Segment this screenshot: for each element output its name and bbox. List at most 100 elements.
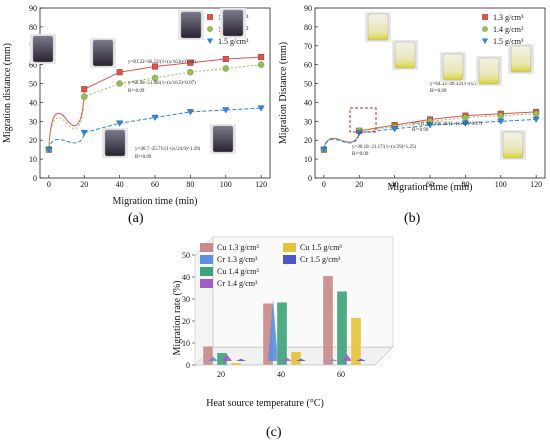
bar-2-0 <box>322 275 334 366</box>
data-point <box>151 63 158 70</box>
bar-2-2 <box>336 291 348 366</box>
data-point <box>81 86 88 93</box>
fit-equation: y=40.7−25.71/(1+(x/24.9)^1.29) <box>135 147 201 152</box>
legend-swatch <box>200 243 213 252</box>
x-tick-label: 20 <box>217 370 225 379</box>
bar-0-1 <box>208 356 218 361</box>
legend-marker <box>482 26 488 32</box>
legend-marker <box>207 14 213 20</box>
legend-marker <box>482 14 488 20</box>
y-tick-label: 90 <box>304 4 312 13</box>
y-tick-label: 0 <box>186 361 190 370</box>
x-tick-label: 0 <box>47 180 51 189</box>
y-tick-label: 0 <box>33 174 37 183</box>
data-point <box>151 74 159 82</box>
bar-2-4 <box>350 317 362 366</box>
data-point <box>462 114 469 121</box>
legend-swatch <box>200 279 213 288</box>
x-tick-label: 20 <box>80 180 88 189</box>
fit-equation: R²=0.99 <box>352 151 369 157</box>
legend-label: Cr 1.4 g/cm³ <box>217 279 258 288</box>
fit-equation: R²=0.99 <box>430 88 447 94</box>
beaker-photo <box>367 13 389 41</box>
bar-1-2 <box>276 302 288 366</box>
y-tick-label: 20 <box>29 136 37 145</box>
x-axis-label-c: Heat source temperature (°C) <box>206 398 324 409</box>
bar-0-5 <box>236 358 246 361</box>
data-point <box>187 69 194 76</box>
beaker-photo <box>394 41 416 69</box>
chart-panel-b: 0 20 40 60 80 100 120 0 10 20 30 40 50 60 70 80 90 1.3 g… <box>278 4 546 226</box>
y-tick-label: 30 <box>182 295 190 304</box>
data-point <box>187 59 194 66</box>
legend-marker <box>481 38 489 44</box>
legend-label: 1.5 g/cm³ <box>493 37 524 46</box>
data-point <box>258 54 265 61</box>
fit-equation: y=66.98−51.98/(1+(x/16.5)^0.97) <box>128 81 196 86</box>
x-axis-label-b: Migration time (min) <box>388 182 473 193</box>
y-tick-label: 50 <box>304 80 312 89</box>
y-tick-label: 40 <box>29 98 37 107</box>
data-point <box>45 146 53 154</box>
data-point <box>151 114 159 121</box>
beaker-photo <box>92 39 114 67</box>
data-point <box>532 116 540 123</box>
fit-equation: R²=0.99 <box>135 154 152 160</box>
legend-label: 1.5 g/cm³ <box>218 37 249 46</box>
data-point <box>222 107 230 114</box>
legend-label: Cu 1.3 g/cm³ <box>217 243 259 252</box>
data-point <box>80 129 88 137</box>
legend-swatch <box>283 255 296 264</box>
fit-equation: y=81.22−66.22/(1+(x/16.6)^0.58) <box>128 60 196 65</box>
legend-label: 1.3 g/cm³ <box>493 13 524 22</box>
data-point <box>497 118 505 125</box>
data-point <box>426 122 434 129</box>
bar-1-5 <box>296 358 306 361</box>
beaker-photo <box>442 53 464 81</box>
chart-panel-c: 0 10 20 30 40 50 20 40 60 Cu 1.3 g/cm³ Cr 1.3 g/cm… <box>172 236 394 440</box>
x-tick-label: 80 <box>461 180 469 189</box>
panel-label-c: (c) <box>266 425 282 440</box>
x-tick-label: 60 <box>337 370 345 379</box>
y-tick-label: 40 <box>304 98 312 107</box>
y-axis-label-b: Migration Distance (mm) <box>278 42 289 144</box>
beaker-photo <box>510 45 532 73</box>
x-axis-label-a: Migration time (min) <box>113 196 198 207</box>
y-tick-label: 30 <box>29 117 37 126</box>
y-tick-label: 70 <box>304 42 312 51</box>
x-tick-label: 40 <box>116 180 124 189</box>
data-point <box>532 110 540 117</box>
x-tick-label: 40 <box>277 370 285 379</box>
legend-swatch <box>200 267 213 276</box>
legend-swatch <box>283 243 296 252</box>
legend-label: Cr 1.3 g/cm³ <box>217 255 258 264</box>
y-tick-label: 30 <box>304 117 312 126</box>
x-tick-label: 0 <box>322 180 326 189</box>
bar-0-4 <box>230 362 242 366</box>
x-tick-label: 100 <box>220 180 232 189</box>
data-point <box>81 93 88 100</box>
legend-label: Cu 1.5 g/cm³ <box>300 243 342 252</box>
bar-2-3 <box>342 354 352 361</box>
data-point <box>222 56 229 63</box>
y-tick-label: 50 <box>29 80 37 89</box>
fit-equation: y=36.18−21.17/(1+(x/29)^1.25) <box>352 145 416 150</box>
y-tick-label: 10 <box>182 339 190 348</box>
panel-label-b: (b) <box>404 211 421 226</box>
back-wall <box>212 236 394 348</box>
beaker-photo <box>222 9 244 37</box>
legend-swatch <box>200 255 213 264</box>
panel-label-a: (a) <box>128 211 144 226</box>
y-tick-label: 60 <box>304 61 312 70</box>
y-tick-label: 90 <box>29 4 37 13</box>
data-point <box>320 146 328 154</box>
x-tick-label: 60 <box>151 180 159 189</box>
y-tick-label: 80 <box>29 23 37 32</box>
fit-equation: R²=0.99 <box>128 88 145 94</box>
y-tick-label: 80 <box>304 23 312 32</box>
x-tick-label: 80 <box>186 180 194 189</box>
y-axis-label-c: Migration rate (%) <box>172 281 183 356</box>
legend-marker <box>206 38 214 44</box>
y-tick-label: 20 <box>304 136 312 145</box>
